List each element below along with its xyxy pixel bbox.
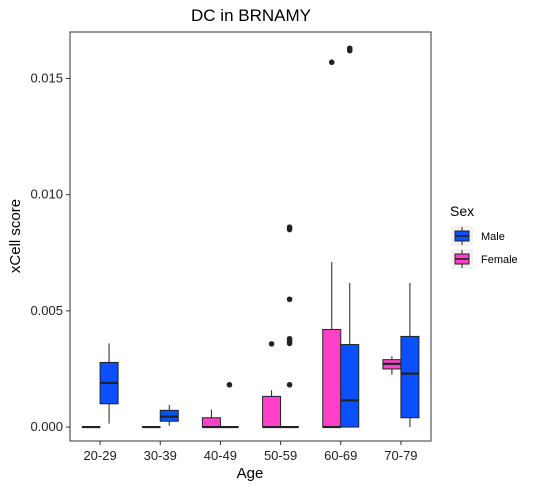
y-tick-label: 0.010 xyxy=(30,187,63,202)
outlier-point xyxy=(346,45,353,52)
x-tick-label: 40-49 xyxy=(204,448,237,463)
box-body xyxy=(400,335,420,419)
box-male-50-59 xyxy=(280,224,300,429)
box-female-40-49 xyxy=(201,409,221,429)
outlier-point xyxy=(328,59,335,66)
box-male-70-79 xyxy=(400,282,420,428)
y-tick-label: 0.015 xyxy=(30,70,63,85)
legend-key-male: Male xyxy=(451,226,505,246)
legend-label-female: Female xyxy=(481,254,518,266)
box-body xyxy=(262,395,282,428)
x-axis: 20-29 30-39 40-49 50-59 60-69 70-79 xyxy=(83,441,418,463)
box-body xyxy=(340,344,360,428)
box-male-40-49 xyxy=(219,381,239,429)
x-axis-title: Age xyxy=(237,465,264,482)
outlier-point xyxy=(286,381,293,388)
x-tick-label: 30-39 xyxy=(144,448,177,463)
legend-title: Sex xyxy=(450,203,474,219)
outlier-point xyxy=(226,381,233,388)
box-layer xyxy=(81,45,420,429)
x-tick-label: 50-59 xyxy=(264,448,297,463)
plot-panel xyxy=(69,31,432,442)
box-male-60-69 xyxy=(340,45,360,428)
legend: Sex Male Female xyxy=(450,203,518,269)
outlier-point xyxy=(286,335,293,342)
y-tick-label: 0.000 xyxy=(30,419,63,434)
chart-title: DC in BRNAMY xyxy=(191,6,311,25)
y-tick-label: 0.005 xyxy=(30,303,63,318)
box-female-70-79 xyxy=(382,356,402,375)
legend-label-male: Male xyxy=(481,231,505,243)
box-body xyxy=(201,417,221,428)
box-body xyxy=(322,328,342,428)
x-tick-label: 20-29 xyxy=(83,448,116,463)
box-male-20-29 xyxy=(99,343,119,424)
y-axis-title: xCell score xyxy=(7,199,24,273)
outlier-point xyxy=(268,341,275,347)
x-tick-label: 60-69 xyxy=(324,448,357,463)
legend-key-female: Female xyxy=(451,249,518,269)
outlier-point xyxy=(286,296,293,303)
x-tick-label: 70-79 xyxy=(384,448,417,463)
y-axis: 0.000 0.005 0.010 0.015 xyxy=(30,70,70,434)
box-male-30-39 xyxy=(159,404,179,426)
box-female-50-59 xyxy=(262,341,282,429)
outlier-point xyxy=(286,224,293,231)
